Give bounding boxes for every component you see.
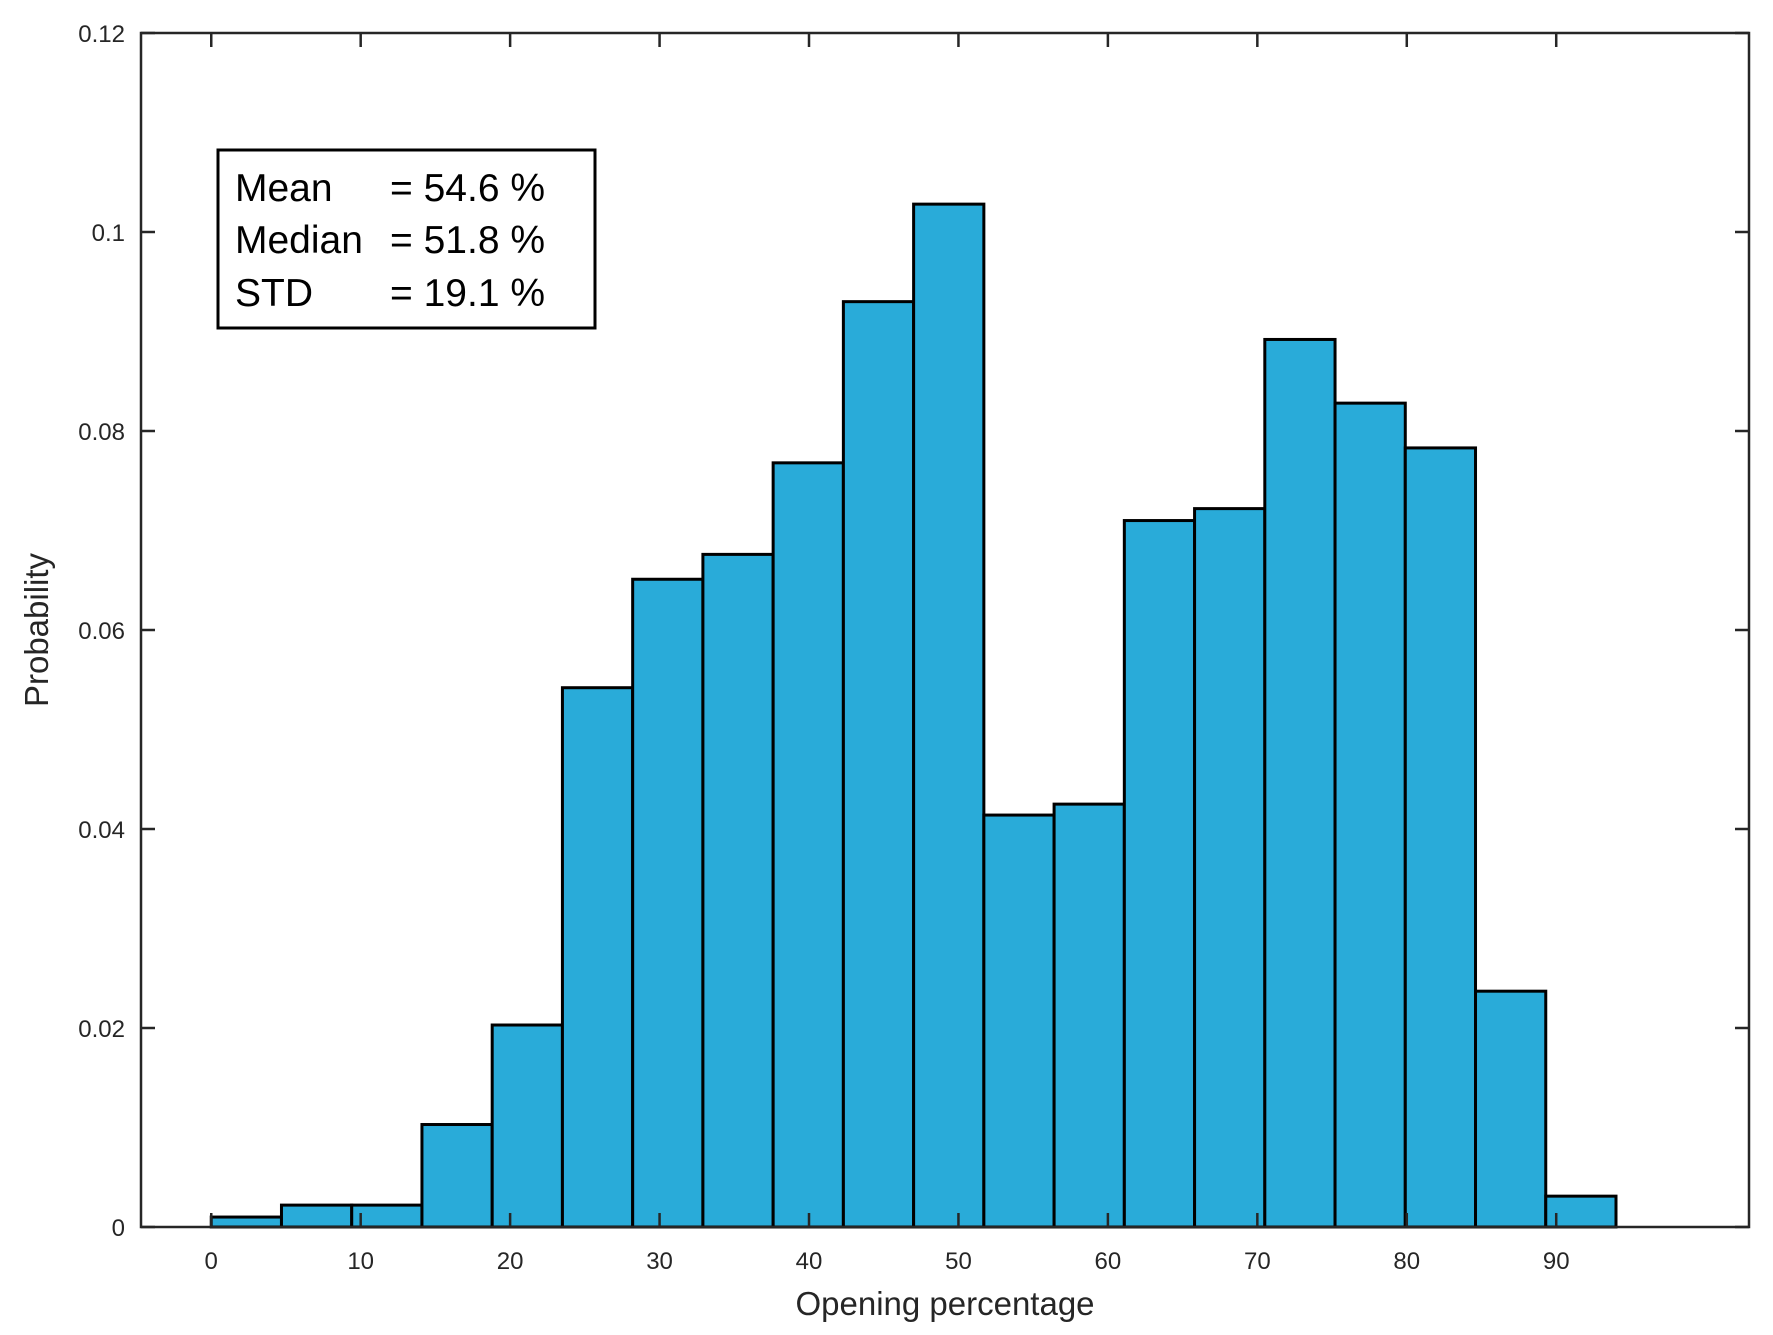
y-tick-label: 0.06 xyxy=(78,618,125,645)
stats-median-value: = 51.8 % xyxy=(390,219,545,262)
histogram-bar xyxy=(631,577,705,1229)
histogram-bar xyxy=(1474,989,1548,1229)
histogram-bar xyxy=(279,1203,354,1229)
axis-ticks xyxy=(141,31,1749,1229)
histogram-bar xyxy=(420,1123,494,1229)
stats-mean-value: = 54.6 % xyxy=(390,167,545,210)
histogram-bar xyxy=(1122,519,1197,1229)
histogram-bar xyxy=(982,813,1056,1229)
plot-area: 0 10 20 30 40 50 60 70 80 90 0 0.02 0.04 0.06 0.08 0.1… xyxy=(78,21,1751,1275)
histogram-bar xyxy=(771,461,845,1229)
histogram-bar xyxy=(841,300,916,1229)
histogram-bar xyxy=(701,552,775,1229)
stats-mean-label: Mean xyxy=(235,167,333,210)
stats-annotation-box: Mean = 54.6 % Median = 51.8 % STD = 19.1… xyxy=(216,148,597,330)
y-tick-label: 0.1 xyxy=(92,220,125,247)
histogram-bar xyxy=(1403,446,1478,1229)
histogram-bar xyxy=(1193,507,1267,1229)
stats-median-label: Median xyxy=(235,219,363,262)
x-tick-label: 80 xyxy=(1393,1248,1420,1275)
x-tick-labels: 0 10 20 30 40 50 60 70 80 90 xyxy=(205,1248,1570,1275)
x-tick-label: 10 xyxy=(347,1248,374,1275)
stats-std-label: STD xyxy=(235,272,313,315)
x-tick-label: 20 xyxy=(497,1248,524,1275)
x-tick-label: 70 xyxy=(1244,1248,1271,1275)
histogram-bars xyxy=(209,202,1618,1229)
x-tick-label: 30 xyxy=(646,1248,673,1275)
y-tick-label: 0.04 xyxy=(78,817,125,844)
y-tick-label: 0 xyxy=(112,1215,125,1242)
x-tick-label: 90 xyxy=(1543,1248,1570,1275)
histogram-bar xyxy=(1333,401,1407,1229)
histogram-bar xyxy=(1052,802,1126,1229)
x-tick-label: 0 xyxy=(205,1248,218,1275)
x-tick-label: 50 xyxy=(945,1248,972,1275)
histogram-bar xyxy=(490,1023,564,1229)
y-tick-label: 0.12 xyxy=(78,21,125,48)
histogram-bar xyxy=(560,686,635,1229)
x-tick-label: 40 xyxy=(796,1248,823,1275)
histogram-bar xyxy=(209,1215,283,1229)
stats-std-value: = 19.1 % xyxy=(390,272,545,315)
y-tick-labels: 0 0.02 0.04 0.06 0.08 0.1 0.12 xyxy=(78,21,125,1242)
y-tick-label: 0.08 xyxy=(78,419,125,446)
x-axis-label: Opening percentage xyxy=(795,1285,1094,1322)
y-tick-label: 0.02 xyxy=(78,1016,125,1043)
y-axis-label: Probability xyxy=(18,552,55,707)
histogram-bar xyxy=(1263,337,1337,1229)
stats-box-frame xyxy=(216,148,597,330)
histogram-bar xyxy=(912,202,986,1229)
histogram-bar xyxy=(350,1203,424,1229)
x-tick-label: 60 xyxy=(1095,1248,1122,1275)
